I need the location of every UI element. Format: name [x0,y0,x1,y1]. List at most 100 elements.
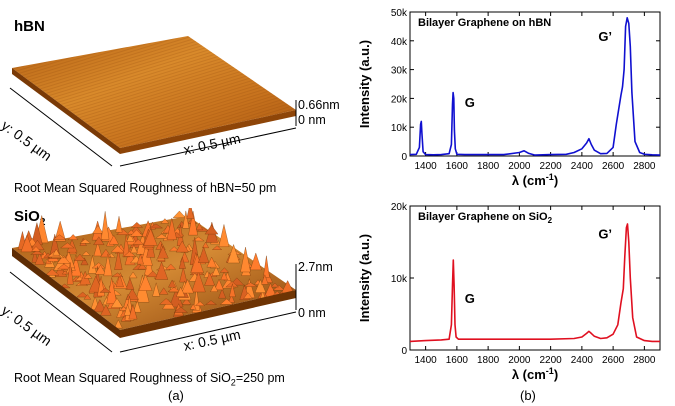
sio2-peak [219,298,234,305]
y-tick-label: 0 [401,346,407,357]
sio2-peak [220,271,228,281]
hbn-texture [12,36,296,148]
sio2-caption: Root Mean Squared Roughness of SiO2=250 … [14,371,285,388]
sio2-peak [181,298,192,305]
x-axis-label-sup: -1 [546,366,554,376]
sio2-peak [132,239,145,245]
sio2-peak [119,306,128,311]
plot-frame [409,205,661,351]
x-axis-label-main: λ (cm [512,367,546,382]
sio2-peak [128,303,138,320]
sio2-peak [211,265,221,276]
sio2-peak [168,246,180,252]
sio2-peak [157,245,169,259]
y-tick-label: 20k [391,202,408,213]
x-axis-label: λ (cm-1) [512,172,558,188]
hbn-x-axis-line [119,127,297,167]
sio2-peak [148,223,164,229]
sio2-peak [74,253,86,261]
sio2-peak [272,284,285,291]
x-tick-label: 2600 [602,161,625,172]
sio2-caption-main: Root Mean Squared Roughness of SiO [14,371,231,385]
hbn-z-min: 0 nm [298,113,326,127]
sio2-x-axis-line [119,311,297,353]
panel-a-label: (a) [168,388,184,403]
peak-label: G’ [598,226,612,241]
sio2-peak [249,252,262,271]
x-axis-label-tail: ) [554,173,558,188]
sio2-peak [20,234,34,253]
sio2-peak [137,263,147,270]
sio2-peak [52,248,61,256]
y-tick-label: 50k [391,8,408,19]
x-tick-label: 1800 [477,161,500,172]
sio2-peak [188,211,198,236]
sio2-peak [176,286,186,297]
sio2-peak [94,264,107,275]
x-tick-label: 2800 [633,355,656,366]
sio2-peak [125,288,139,300]
sio2-peak [34,252,45,265]
peak-label: G’ [598,29,612,44]
sio2-peak [138,274,153,291]
sio2-z-max: 2.7nm [298,260,333,274]
sio2-caption-tail: =250 pm [235,371,285,385]
sio2-peak [44,268,60,276]
sio2-peak [93,241,102,257]
x-tick-label: 2800 [633,161,656,172]
x-tick-label: 2000 [508,161,531,172]
sio2-peak [219,267,230,273]
sio2-peak [133,300,142,313]
sio2-peak [261,274,269,285]
sio2-peak [195,222,203,230]
spectrum-line [409,223,660,343]
sio2-peak [175,240,189,253]
sio2-peak [76,291,89,298]
sio2-peak [115,274,124,288]
sio2-peak [168,279,177,288]
chart-title: Bilayer Graphene on hBN [418,17,551,29]
sio2-peak [173,306,188,313]
raman-chart-hbn: 1400 1600 1800 2000 2200 2400 2600 2800 0 10k 20k 3… [357,8,661,188]
sio2-peak [229,283,236,297]
sio2-peak [130,222,143,228]
sio2-peaks [17,208,294,329]
sio2-peak [56,255,71,264]
hbn-right-edge [120,110,296,154]
sio2-peak [30,250,45,255]
x-tick-label: 1800 [477,355,500,366]
x-tick-label: 2400 [571,161,594,172]
sio2-peak [123,303,132,316]
x-tick-label: 1600 [446,161,469,172]
sio2-peak [123,251,136,257]
sio2-peak [159,298,174,305]
sio2-peak [242,282,258,287]
sio2-peak [129,229,144,237]
y-tick-label: 40k [391,37,408,48]
x-tick-label: 1400 [415,355,438,366]
sio2-peak [167,287,181,292]
chart-title-main: Bilayer Graphene on SiO [418,211,548,223]
x-axis-label-tail: ) [554,367,558,382]
sio2-peak [270,282,279,288]
x-axis-label-main: λ (cm [512,173,546,188]
sio2-peak [172,210,187,218]
sio2-peak [130,244,138,254]
sio2-peak [111,272,124,277]
sio2-peak [110,245,125,253]
sio2-peak [79,238,92,244]
sio2-peak [146,270,160,277]
sio2-peak [66,262,74,285]
sio2-peak [189,303,197,310]
sio2-peak [108,234,119,245]
sio2-peak [228,294,235,303]
sio2-peak [154,233,169,239]
sio2-peak [192,236,205,242]
x-tick-label: 1600 [446,355,469,366]
sio2-peak [143,228,158,246]
sio2-peak [80,257,89,266]
sio2-peak [210,284,219,292]
sio2-y-axis-line [9,271,113,353]
x-tick-label: 1400 [415,161,438,172]
sio2-peak [182,210,190,229]
